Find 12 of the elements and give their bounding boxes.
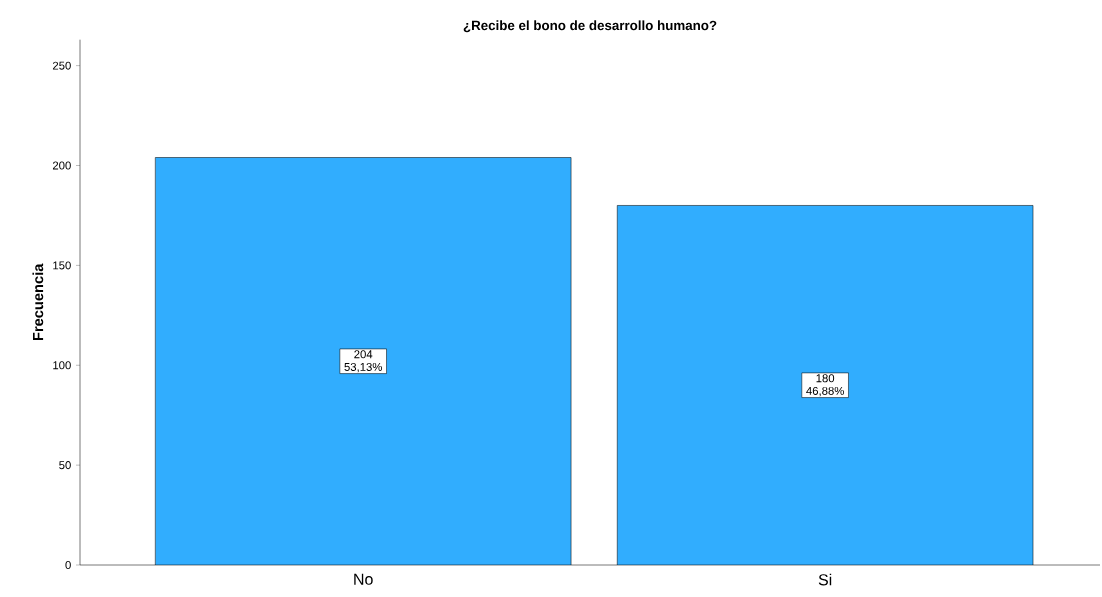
x-tick-label: Si [818, 573, 832, 586]
y-tick-label: 250 [52, 61, 71, 70]
chart-title: ¿Recibe el bono de desarrollo humano? [463, 20, 717, 33]
y-axis-title: Frecuencia [32, 263, 44, 341]
y-tick-label: 50 [59, 461, 71, 470]
y-tick-label: 0 [65, 561, 71, 570]
y-tick-label: 150 [53, 261, 71, 270]
x-tick-label: No [354, 573, 373, 585]
data-label: 204 53,13% [344, 350, 382, 373]
y-tick-label: 100 [53, 361, 71, 370]
y-tick-label: 200 [52, 161, 71, 170]
data-label: 180 46,88% [806, 374, 844, 397]
